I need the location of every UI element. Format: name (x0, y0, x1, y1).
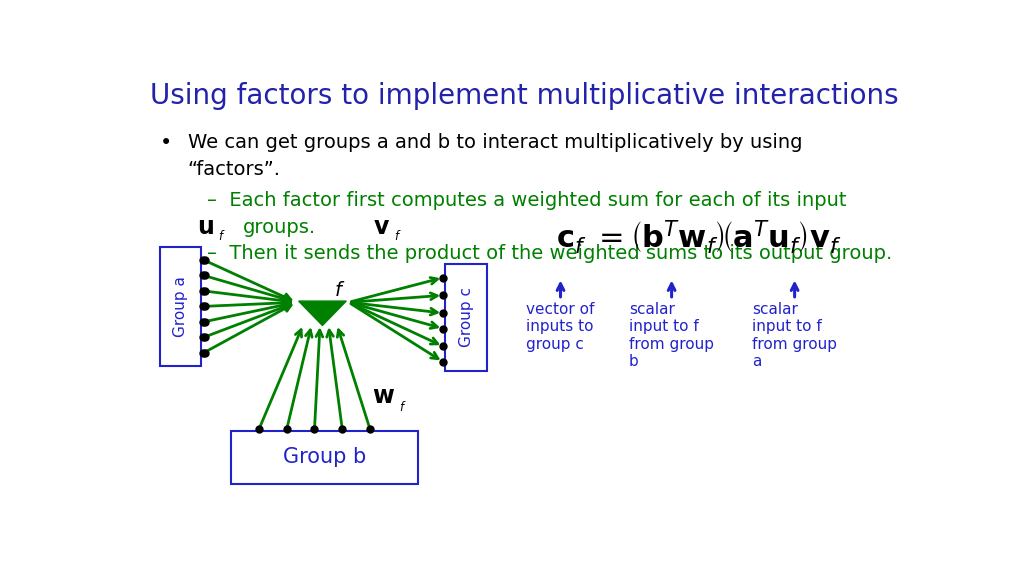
Bar (231, 431, 418, 484)
Text: •: • (160, 134, 172, 153)
Bar (160, 247, 201, 366)
Text: scalar
input to f
from group
b: scalar input to f from group b (629, 302, 714, 369)
Text: $\mathbf{u}$: $\mathbf{u}$ (198, 214, 214, 238)
Text: groups.: groups. (243, 218, 316, 237)
Text: –  Then it sends the product of the weighted sums to its output group.: – Then it sends the product of the weigh… (207, 244, 893, 263)
Text: “factors”.: “factors”. (187, 160, 281, 179)
Text: We can get groups a and b to interact multiplicatively by using: We can get groups a and b to interact mu… (187, 134, 802, 153)
Bar (445, 264, 486, 371)
Text: Group c: Group c (459, 287, 473, 347)
Text: $_f$: $_f$ (218, 225, 225, 243)
Text: $f$: $f$ (334, 281, 346, 300)
Text: $\mathbf{c}_f\ =\left(\mathbf{b}^T\mathbf{w}_f\right)\!\left(\mathbf{a}^T\mathbf: $\mathbf{c}_f\ =\left(\mathbf{b}^T\mathb… (556, 219, 843, 256)
Text: $\mathbf{v}$: $\mathbf{v}$ (374, 214, 390, 238)
Text: $_f$: $_f$ (394, 225, 401, 243)
Text: –  Each factor first computes a weighted sum for each of its input: – Each factor first computes a weighted … (207, 191, 847, 210)
Text: Group b: Group b (283, 447, 366, 467)
Polygon shape (299, 301, 346, 325)
Text: vector of
inputs to
group c: vector of inputs to group c (526, 302, 595, 352)
Text: Using factors to implement multiplicative interactions: Using factors to implement multiplicativ… (151, 82, 899, 111)
Text: Group a: Group a (173, 276, 187, 337)
Text: scalar
input to f
from group
a: scalar input to f from group a (752, 302, 838, 369)
Text: $_f$: $_f$ (399, 396, 408, 414)
Text: $\mathbf{w}$: $\mathbf{w}$ (372, 384, 395, 408)
